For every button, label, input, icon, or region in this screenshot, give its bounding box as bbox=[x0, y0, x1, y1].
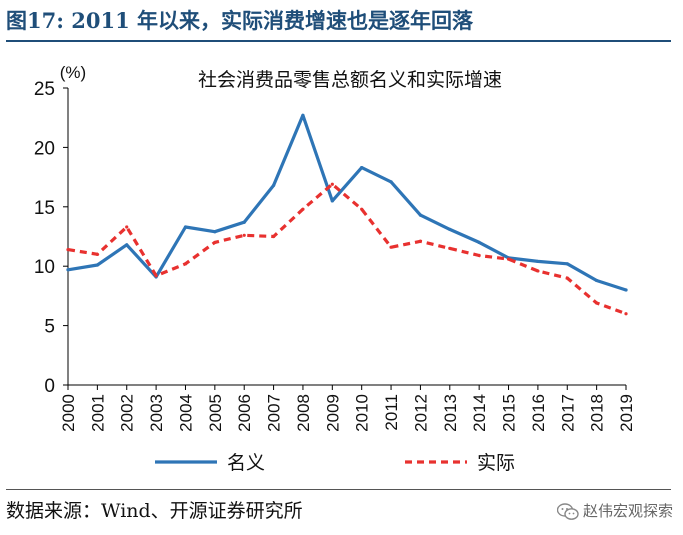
data-point bbox=[125, 225, 129, 229]
chart-title: 社会消费品零售总额名义和实际增速 bbox=[198, 69, 502, 91]
y-tick-label: 25 bbox=[34, 79, 55, 100]
x-tick-label: 2014 bbox=[470, 394, 489, 432]
legend-label: 实际 bbox=[477, 452, 515, 474]
series-real bbox=[66, 182, 628, 316]
data-point bbox=[125, 243, 129, 247]
legend-label: 名义 bbox=[227, 452, 265, 474]
x-tick-label: 2010 bbox=[353, 394, 372, 432]
data-point bbox=[389, 245, 393, 249]
data-point bbox=[360, 165, 364, 170]
line-chart: 社会消费品零售总额名义和实际增速 (%) 0 5 10 15 20 25 2000 2001 2… bbox=[34, 63, 636, 474]
data-point bbox=[242, 233, 246, 237]
data-point bbox=[506, 257, 511, 261]
data-point bbox=[536, 259, 540, 264]
x-tick-label: 2017 bbox=[558, 394, 577, 432]
data-point bbox=[418, 213, 423, 217]
x-tick-label: 2011 bbox=[382, 394, 401, 431]
data-point bbox=[477, 253, 481, 258]
x-tick-label: 2008 bbox=[294, 394, 313, 432]
series-nominal bbox=[66, 113, 628, 292]
title-rule bbox=[6, 40, 671, 42]
y-tick-label: 10 bbox=[34, 257, 55, 278]
data-point bbox=[66, 247, 70, 252]
x-tick-label: 2003 bbox=[147, 394, 166, 432]
data-point bbox=[595, 301, 599, 305]
data-point bbox=[536, 269, 540, 273]
data-point bbox=[624, 288, 628, 292]
data-point bbox=[565, 276, 569, 280]
x-tick-label: 2001 bbox=[88, 394, 107, 432]
data-point bbox=[66, 268, 70, 272]
data-point bbox=[360, 207, 364, 211]
data-point bbox=[477, 240, 481, 245]
source-note: 数据来源：Wind、开源证券研究所 bbox=[6, 500, 303, 522]
legend: 名义 实际 bbox=[155, 452, 515, 474]
y-unit-label: (%) bbox=[60, 63, 86, 82]
data-point bbox=[301, 113, 305, 117]
x-tick-label: 2015 bbox=[500, 394, 519, 432]
data-point bbox=[330, 182, 334, 186]
data-point bbox=[95, 252, 99, 256]
x-tick-label: 2005 bbox=[206, 394, 225, 432]
x-tick-label: 2016 bbox=[529, 394, 548, 432]
x-tick-label: 2012 bbox=[411, 394, 430, 432]
data-point bbox=[271, 183, 276, 188]
data-point bbox=[418, 239, 423, 243]
watermark-text: 赵伟宏观探索 bbox=[582, 502, 673, 520]
data-point bbox=[565, 262, 569, 266]
wechat-icon bbox=[556, 502, 579, 520]
x-tick-label: 2002 bbox=[118, 394, 137, 432]
data-point bbox=[213, 230, 217, 234]
data-point bbox=[389, 180, 393, 184]
y-tick-label: 20 bbox=[34, 138, 55, 159]
source-rule bbox=[6, 489, 671, 490]
data-point bbox=[448, 246, 452, 250]
x-tick-label: 2004 bbox=[176, 394, 195, 432]
y-tick-label: 15 bbox=[34, 198, 55, 219]
x-tick-label: 2006 bbox=[235, 394, 254, 432]
axes: 0 5 10 15 20 25 2000 2001 2002 2003 2004 2005 2006 20… bbox=[34, 79, 636, 432]
x-tick-label: 2009 bbox=[323, 394, 342, 432]
x-tick-label: 2019 bbox=[617, 394, 636, 432]
data-point bbox=[301, 207, 305, 211]
data-point bbox=[183, 225, 188, 229]
data-point bbox=[595, 278, 599, 283]
figure-title: 图17: 2011 年以来，实际消费增速也是逐年回落 bbox=[6, 4, 677, 38]
y-tick-label: 0 bbox=[44, 376, 55, 397]
data-point bbox=[448, 227, 452, 231]
x-tick-label: 2000 bbox=[59, 394, 78, 432]
data-point bbox=[154, 274, 158, 278]
x-tick-label: 2013 bbox=[441, 394, 460, 432]
data-point bbox=[330, 199, 334, 203]
series-layer bbox=[66, 113, 628, 316]
watermark: 赵伟宏观探索 bbox=[556, 497, 673, 525]
x-tick-label: 2007 bbox=[265, 394, 284, 432]
series-line bbox=[67, 182, 627, 316]
y-tick-label: 5 bbox=[44, 317, 55, 338]
data-point bbox=[242, 220, 246, 224]
series-line bbox=[66, 113, 628, 292]
figure-label: 图17: bbox=[6, 8, 64, 33]
figure-title-text: 2011 年以来，实际消费增速也是逐年回落 bbox=[71, 8, 474, 33]
data-point bbox=[183, 262, 188, 266]
data-point bbox=[95, 263, 99, 267]
data-point bbox=[213, 240, 217, 245]
x-tick-label: 2018 bbox=[588, 394, 607, 432]
data-point bbox=[624, 312, 628, 316]
data-point bbox=[271, 234, 276, 239]
